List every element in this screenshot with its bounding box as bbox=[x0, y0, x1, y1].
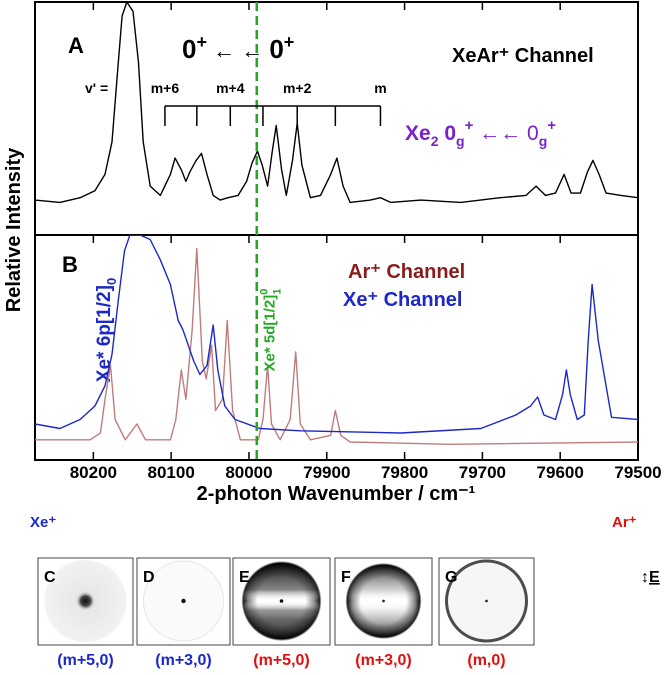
image-letter: D bbox=[143, 569, 155, 586]
panel-plot bbox=[35, 235, 638, 444]
plot-frame bbox=[35, 2, 638, 460]
polarization-label: ↕E bbox=[641, 569, 660, 586]
x-tick-label: 80200 bbox=[70, 463, 117, 482]
reference-label: Xe* 5d[1/2]01 bbox=[259, 289, 284, 372]
legend-label: Xe⁺ Channel bbox=[343, 289, 462, 311]
panel-plot bbox=[35, 2, 638, 202]
xe2-annotation: Xe2 0g+ ←← 0g+ bbox=[405, 117, 556, 149]
progression-label: v' = bbox=[85, 80, 108, 96]
image-caption: (m+5,0) bbox=[57, 652, 113, 669]
x-axis-label: 2-photon Wavenumber / cm⁻¹ bbox=[197, 483, 476, 505]
transition-annotation: 0+ ← ← 0+ bbox=[182, 32, 294, 64]
panel-label: A bbox=[68, 33, 84, 58]
image-caption: (m+5,0) bbox=[253, 652, 309, 669]
progression-label: m+6 bbox=[151, 80, 180, 96]
image-caption: (m,0) bbox=[467, 652, 505, 669]
image-panel: D (m+3,0) bbox=[137, 558, 230, 669]
image-caption: (m+3,0) bbox=[355, 652, 411, 669]
figure: Relative Intensity 2-photon Wavenumber /… bbox=[0, 0, 669, 675]
x-tick-label: 79900 bbox=[303, 463, 350, 482]
spectrum-line bbox=[35, 2, 638, 202]
channel-label: Ar⁺ bbox=[612, 514, 637, 531]
image-letter: G bbox=[445, 569, 457, 586]
x-tick-label: 79700 bbox=[459, 463, 506, 482]
spectrum-line bbox=[35, 235, 638, 433]
x-tick-label: 79800 bbox=[381, 463, 428, 482]
image-letter: F bbox=[341, 569, 351, 586]
x-tick-label: 79600 bbox=[537, 463, 584, 482]
image-panel: C (m+5,0) bbox=[38, 558, 133, 669]
progression-label: m+4 bbox=[216, 80, 245, 96]
channel-label: Xe⁺ bbox=[30, 514, 56, 531]
series-label: XeAr⁺ Channel bbox=[452, 45, 594, 67]
y-axis-label: Relative Intensity bbox=[3, 147, 25, 312]
image-caption: (m+3,0) bbox=[155, 652, 211, 669]
panel-label: B bbox=[62, 252, 78, 277]
image-panel: G (m,0) bbox=[439, 558, 534, 669]
reference-label-part: Xe* 5d[1/2] bbox=[262, 295, 279, 372]
progression-label: m+2 bbox=[283, 80, 312, 96]
progression-label: m bbox=[374, 80, 386, 96]
spectrum-line bbox=[35, 249, 638, 445]
x-tick-label: 80100 bbox=[148, 463, 195, 482]
reference-label-part: 1 bbox=[272, 289, 284, 295]
image-panel: F (m+3,0) bbox=[335, 558, 432, 669]
x-tick-label: 80000 bbox=[225, 463, 272, 482]
image-letter: C bbox=[44, 569, 56, 586]
image-panel: E (m+5,0) bbox=[233, 558, 330, 669]
image-row: Xe⁺ Ar⁺ ↕E C (m+5,0) D (m+3,0) E (m+5,0) bbox=[30, 514, 660, 669]
image-letter: E bbox=[239, 569, 250, 586]
reference-label-part: 0 bbox=[259, 289, 271, 295]
x-tick-label: 79500 bbox=[614, 463, 661, 482]
legend-label: Ar⁺ Channel bbox=[348, 261, 465, 283]
